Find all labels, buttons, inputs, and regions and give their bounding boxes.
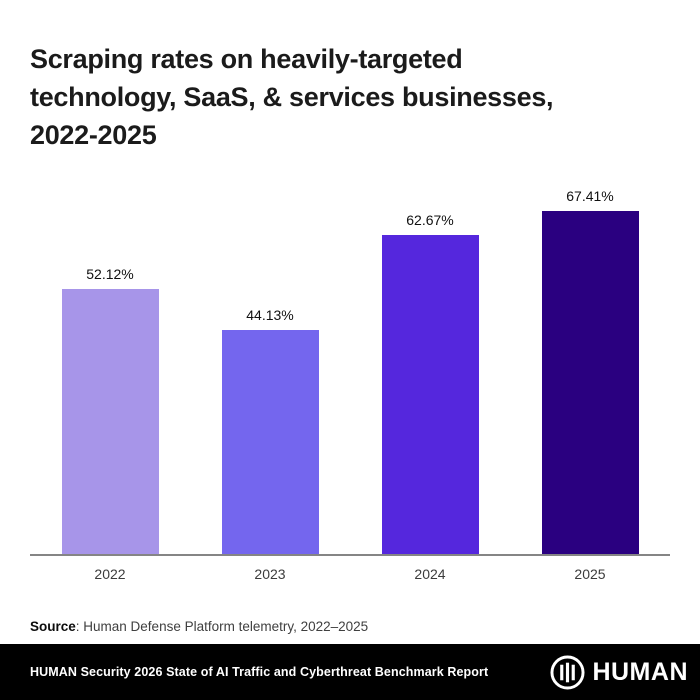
circle-barcode-icon [549,654,586,691]
bar-2022 [61,289,159,555]
bar-value-label-2023: 44.13% [246,306,294,323]
bar-value-label-2025: 67.41% [566,188,614,205]
human-logo: HUMAN [549,654,688,691]
chart-title-line-1: Scraping rates on heavily-targeted [30,44,463,75]
x-axis-label-2023: 2023 [254,566,286,582]
x-axis-label-2022: 2022 [94,566,126,582]
source-label: Source [30,619,76,634]
bar-2024 [381,235,479,555]
x-axis-label-2025: 2025 [574,566,606,582]
bar-group-2024: 62.67% 2024 [350,160,510,582]
bar-group-2025: 67.41% 2025 [510,160,670,582]
bar-group-2022: 52.12% 2022 [30,160,190,582]
x-axis-line [30,554,670,556]
source-note: Source: Human Defense Platform telemetry… [30,619,368,634]
bar-2025 [541,211,639,555]
footer-report-title: HUMAN Security 2026 State of AI Traffic … [30,665,489,679]
bar-value-label-2024: 62.67% [406,212,454,229]
source-text: : Human Defense Platform telemetry, 2022… [75,619,369,634]
bar-2023 [221,329,319,555]
chart-title: Scraping rates on heavily-targeted techn… [30,40,660,154]
footer-bar: HUMAN Security 2026 State of AI Traffic … [0,644,700,700]
chart-title-line-3: 2022-2025 [30,120,157,151]
chart-title-line-2: technology, SaaS, & services businesses, [30,82,554,113]
bar-value-label-2022: 52.12% [86,266,134,283]
bar-group-2023: 44.13% 2023 [190,160,350,582]
bar-chart: 52.12% 2022 44.13% 2023 62.67% 2024 67.41% 2025 [30,160,670,582]
human-wordmark: HUMAN [592,657,688,686]
x-axis-label-2024: 2024 [414,566,446,582]
